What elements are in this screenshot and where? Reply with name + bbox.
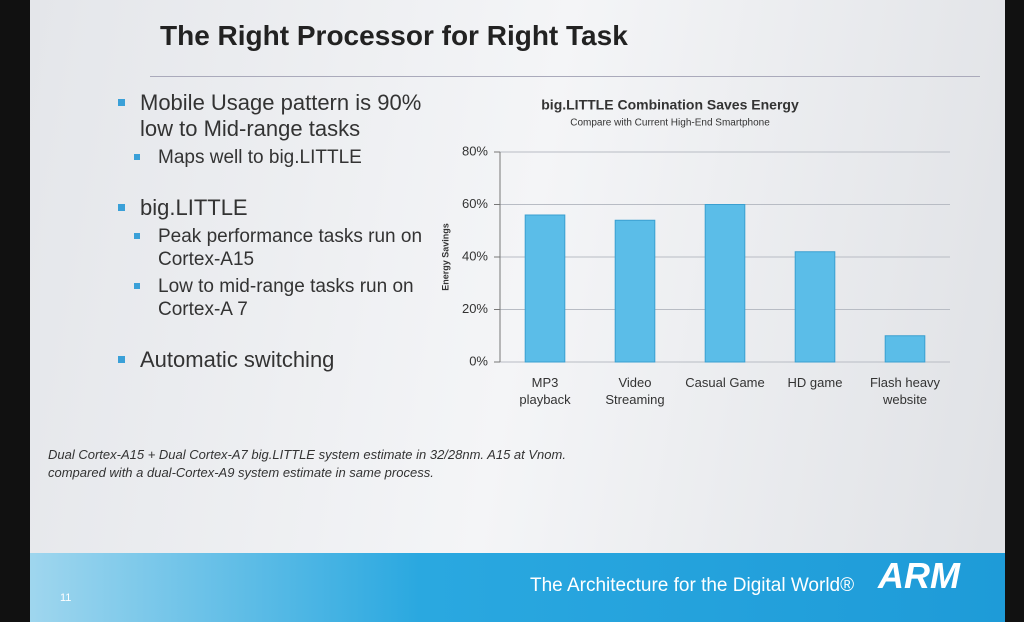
x-tick-label: Flash heavy website bbox=[869, 375, 941, 407]
bullet: Mobile Usage pattern is 90% low to Mid-r… bbox=[118, 90, 430, 142]
chart-title: big.LITTLE Combination Saves Energy bbox=[541, 97, 799, 113]
x-tick-label: HD game bbox=[787, 375, 843, 390]
chart-subtitle: Compare with Current High-End Smartphone bbox=[570, 118, 770, 129]
bar bbox=[524, 214, 566, 363]
footnote: Dual Cortex-A15 + Dual Cortex-A7 big.LIT… bbox=[48, 446, 566, 482]
bar bbox=[794, 251, 836, 363]
logo: ARM bbox=[878, 555, 960, 596]
bar bbox=[614, 219, 656, 363]
footnote-line: compared with a dual-Cortex-A9 system es… bbox=[48, 465, 434, 480]
sub-bullet: Peak performance tasks run on Cortex-A15 bbox=[134, 225, 430, 271]
footer-band bbox=[30, 553, 1005, 622]
footnote-line: Dual Cortex-A15 + Dual Cortex-A7 big.LIT… bbox=[48, 447, 566, 462]
slide-title: The Right Processor for Right Task bbox=[160, 20, 628, 51]
y-tick-label: 40% bbox=[462, 248, 488, 263]
bullet: big.LITTLE bbox=[118, 195, 430, 221]
bar bbox=[884, 335, 926, 363]
bullet-group: Automatic switching bbox=[110, 347, 430, 373]
title-rule bbox=[150, 76, 980, 77]
chart: big.LITTLE Combination Saves Energy Comp… bbox=[440, 97, 950, 368]
y-tick-label: 60% bbox=[462, 196, 488, 211]
tagline: The Architecture for the Digital World® bbox=[530, 575, 855, 596]
y-tick-label: 0% bbox=[469, 353, 488, 368]
bullet-group: big.LITTLE Peak performance tasks run on … bbox=[110, 195, 430, 321]
bullet-group: Mobile Usage pattern is 90% low to Mid-r… bbox=[110, 90, 430, 169]
sub-bullet: Low to mid-range tasks run on Cortex-A 7 bbox=[134, 275, 430, 321]
page-number: 11 bbox=[60, 592, 72, 604]
y-axis-label: Energy Savings bbox=[440, 223, 450, 291]
bar bbox=[704, 204, 746, 363]
x-tick-label: Casual Game bbox=[685, 375, 765, 390]
x-tick-label: Video Streaming bbox=[605, 375, 665, 407]
bullet-list: Mobile Usage pattern is 90% low to Mid-r… bbox=[110, 86, 430, 399]
y-tick-label: 20% bbox=[462, 301, 488, 316]
bullet: Automatic switching bbox=[118, 347, 430, 373]
slide: The Right Processor for Right Task Mobil… bbox=[30, 0, 1005, 622]
x-tick-label: MP3 playback bbox=[519, 375, 571, 407]
sub-bullet: Maps well to big.LITTLE bbox=[134, 146, 430, 169]
y-tick-label: 80% bbox=[462, 143, 488, 158]
